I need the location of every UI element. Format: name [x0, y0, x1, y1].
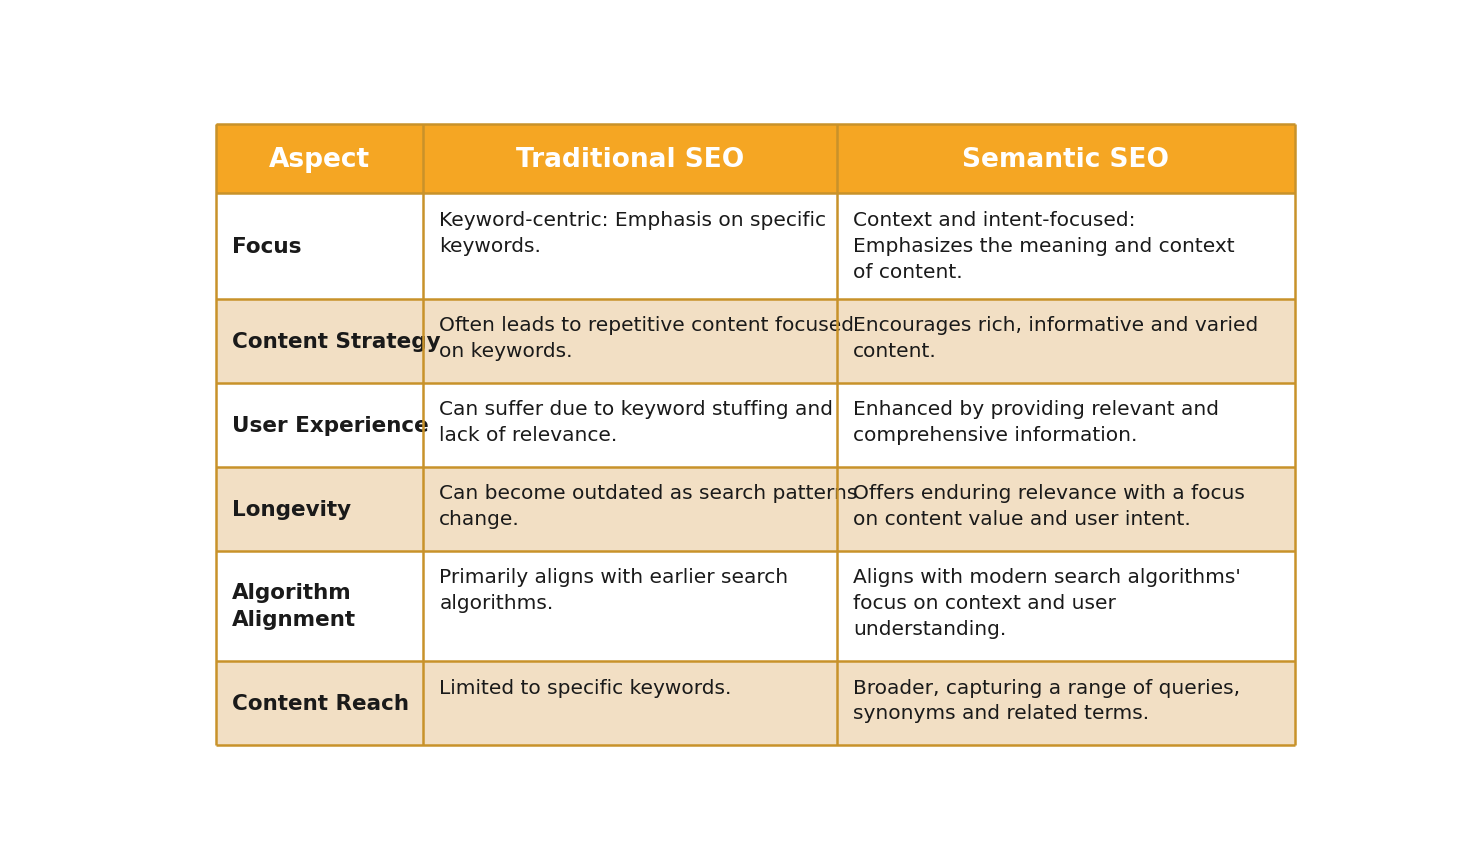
Bar — [423, 300, 837, 383]
Text: Content Strategy: Content Strategy — [233, 331, 441, 351]
Text: Context and intent-focused:
Emphasizes the meaning and context
of content.: Context and intent-focused: Emphasizes t… — [853, 211, 1235, 282]
Text: Primarily aligns with earlier search
algorithms.: Primarily aligns with earlier search alg… — [439, 567, 789, 612]
Text: Algorithm
Alignment: Algorithm Alignment — [233, 583, 357, 629]
Bar — [837, 195, 1294, 300]
Text: Can suffer due to keyword stuffing and
lack of relevance.: Can suffer due to keyword stuffing and l… — [439, 400, 833, 444]
Bar — [423, 468, 837, 551]
Bar — [217, 195, 423, 300]
Bar — [217, 468, 423, 551]
Bar — [837, 468, 1294, 551]
Bar — [423, 125, 837, 195]
Bar — [423, 551, 837, 661]
Text: Semantic SEO: Semantic SEO — [963, 146, 1169, 172]
Text: Offers enduring relevance with a focus
on content value and user intent.: Offers enduring relevance with a focus o… — [853, 484, 1246, 529]
Text: Traditional SEO: Traditional SEO — [516, 146, 744, 172]
Text: User Experience: User Experience — [233, 415, 429, 435]
Bar — [423, 661, 837, 745]
Text: Encourages rich, informative and varied
content.: Encourages rich, informative and varied … — [853, 316, 1259, 361]
Text: Longevity: Longevity — [233, 499, 351, 519]
Text: Content Reach: Content Reach — [233, 693, 410, 713]
Bar — [423, 195, 837, 300]
Bar — [423, 383, 837, 468]
Bar — [217, 551, 423, 661]
Bar — [217, 125, 423, 195]
Bar — [837, 383, 1294, 468]
Text: Often leads to repetitive content focused
on keywords.: Often leads to repetitive content focuse… — [439, 316, 855, 361]
Text: Keyword-centric: Emphasis on specific
keywords.: Keyword-centric: Emphasis on specific ke… — [439, 211, 827, 256]
Text: Limited to specific keywords.: Limited to specific keywords. — [439, 678, 731, 697]
Bar — [837, 125, 1294, 195]
Text: Broader, capturing a range of queries,
synonyms and related terms.: Broader, capturing a range of queries, s… — [853, 678, 1241, 722]
Bar — [837, 661, 1294, 745]
Bar — [217, 300, 423, 383]
Text: Enhanced by providing relevant and
comprehensive information.: Enhanced by providing relevant and compr… — [853, 400, 1219, 444]
Text: Can become outdated as search patterns
change.: Can become outdated as search patterns c… — [439, 484, 858, 529]
Bar — [217, 661, 423, 745]
Text: Focus: Focus — [233, 237, 302, 257]
Text: Aligns with modern search algorithms'
focus on context and user
understanding.: Aligns with modern search algorithms' fo… — [853, 567, 1241, 638]
Bar — [837, 551, 1294, 661]
Bar — [837, 300, 1294, 383]
Text: Aspect: Aspect — [270, 146, 370, 172]
Bar — [217, 383, 423, 468]
